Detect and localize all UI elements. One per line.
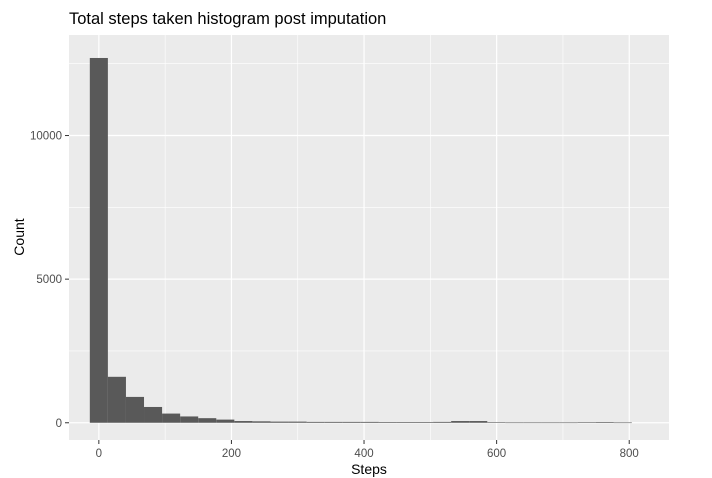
histogram-bar xyxy=(216,419,235,423)
histogram-bar xyxy=(324,421,343,423)
histogram-bars xyxy=(89,57,632,424)
histogram-bar xyxy=(613,422,632,424)
y-axis-ticks: 0 5000 10000 xyxy=(30,131,69,430)
histogram-bar xyxy=(487,422,506,423)
histogram-bar xyxy=(162,413,181,423)
y-tick-label: 5000 xyxy=(36,274,62,286)
histogram-bar xyxy=(198,418,217,423)
x-tick-label: 200 xyxy=(222,448,241,460)
x-axis-ticks: 0 200 400 600 800 xyxy=(96,440,639,460)
histogram-bar xyxy=(577,422,596,423)
histogram-bar xyxy=(505,422,524,424)
x-tick-label: 0 xyxy=(96,448,102,460)
histogram-bar xyxy=(107,376,126,423)
histogram-bar xyxy=(342,421,361,423)
histogram-bar xyxy=(415,422,434,423)
x-tick-label: 600 xyxy=(487,448,506,460)
histogram-bar xyxy=(288,421,307,423)
histogram-bar xyxy=(252,421,271,423)
histogram-bar xyxy=(270,421,289,423)
minor-gridlines xyxy=(69,35,669,440)
histogram-bar xyxy=(433,421,452,423)
y-tick-label: 10000 xyxy=(30,131,62,143)
histogram-bar xyxy=(234,421,253,423)
histogram-bar xyxy=(89,57,108,423)
y-axis-title: Count xyxy=(11,218,27,255)
histogram-bar xyxy=(144,406,163,423)
y-tick-label: 0 xyxy=(56,418,62,430)
histogram-bar xyxy=(451,421,470,423)
histogram-bar xyxy=(125,396,145,423)
chart-title: Total steps taken histogram post imputat… xyxy=(69,10,386,28)
x-tick-label: 400 xyxy=(354,448,373,460)
histogram-bar xyxy=(595,422,614,423)
plot-panel xyxy=(69,35,669,440)
histogram-bar xyxy=(541,422,560,424)
histogram-bar xyxy=(180,416,199,423)
x-tick-label: 800 xyxy=(620,448,639,460)
histogram-bar xyxy=(378,422,397,423)
histogram-bar xyxy=(396,422,416,423)
x-axis-title: Steps xyxy=(351,461,387,477)
histogram-bar xyxy=(469,421,488,423)
histogram-bar xyxy=(306,421,325,423)
histogram-bar xyxy=(559,422,578,424)
histogram-bar xyxy=(523,422,542,424)
histogram-bar xyxy=(360,421,379,423)
